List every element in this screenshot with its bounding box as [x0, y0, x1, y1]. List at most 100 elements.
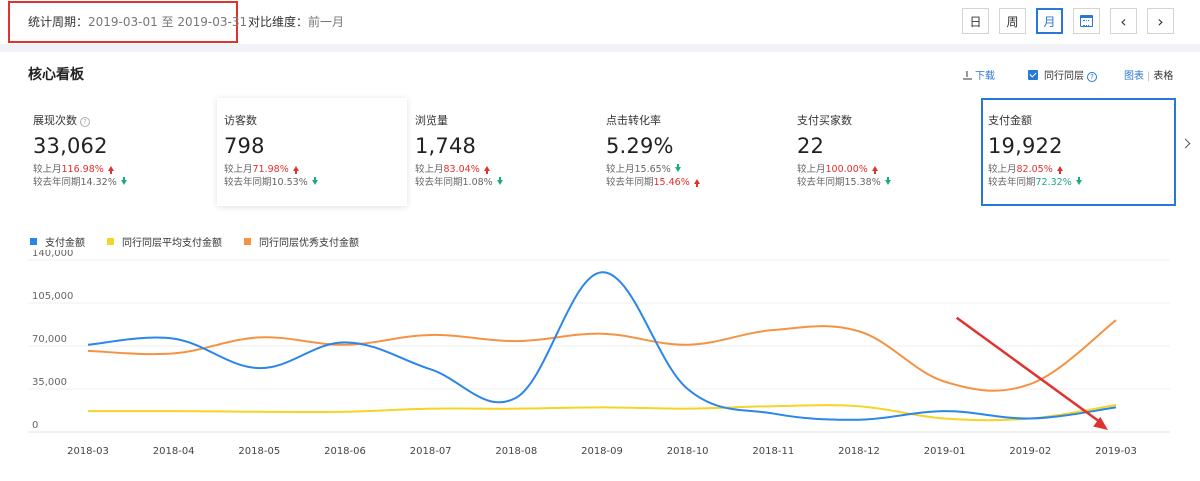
yoy-value: 1.08%	[462, 177, 493, 188]
metric-yoy: 较去年同期1.08%	[415, 176, 598, 189]
yoy-prefix: 较去年同期	[797, 177, 845, 188]
stat-period-value: 2019-03-01 至 2019-03-31	[88, 15, 248, 29]
series-line	[87, 319, 1117, 392]
metric-label-text: 访客数	[224, 114, 257, 127]
y-tick-label: 0	[32, 420, 38, 431]
mom-value: 82.05%	[1016, 164, 1053, 175]
mom-value: 71.98%	[252, 164, 289, 175]
legend-item[interactable]: 同行同层平均支付金额	[107, 234, 222, 249]
yoy-prefix: 较去年同期	[415, 177, 463, 188]
legend-label: 同行同层平均支付金额	[122, 238, 222, 249]
compare-dimension: 对比维度：前一月	[248, 13, 344, 30]
yoy-value: 14.32%	[80, 177, 117, 188]
top-bar: 统计周期：2019-03-01 至 2019-03-31 对比维度：前一月 日 …	[0, 0, 1200, 44]
metric-card[interactable]: 支付买家数 22 较上月100.00% 较去年同期15.38%	[790, 98, 980, 206]
metric-label: 展现次数?	[33, 112, 216, 128]
y-tick-label: 70,000	[32, 334, 67, 345]
week-button[interactable]: 周	[999, 8, 1026, 34]
mom-prefix: 较上月	[797, 164, 826, 175]
metric-mom: 较上月116.98%	[33, 163, 216, 176]
metric-value: 798	[224, 134, 265, 158]
metric-card[interactable]: 访客数 798 较上月71.98% 较去年同期10.53%	[217, 98, 407, 206]
mom-value: 116.98%	[61, 164, 104, 175]
metric-label: 点击转化率	[606, 112, 789, 128]
metric-value: 1,748	[415, 134, 477, 158]
metric-label: 支付金额	[988, 112, 1174, 128]
metric-label: 访客数	[224, 112, 407, 128]
arrow-up-icon	[871, 166, 878, 174]
stat-period-label: 统计周期：	[28, 15, 89, 29]
calendar-button[interactable]	[1073, 8, 1100, 34]
arrow-down-icon	[120, 177, 127, 185]
line-chart: 0 35,000 70,000 105,000 140,000 2018-03 2018-0…	[28, 250, 1170, 457]
stat-period: 统计周期：2019-03-01 至 2019-03-31	[28, 13, 247, 30]
x-tick-label: 2018-08	[495, 446, 537, 457]
arrow-down-icon	[311, 177, 318, 185]
yoy-value: 10.53%	[271, 177, 308, 188]
metric-label-text: 支付金额	[988, 114, 1032, 127]
legend-swatch	[30, 238, 37, 245]
metric-card[interactable]: 展现次数? 33,062 较上月116.98% 较去年同期14.32%	[26, 98, 216, 206]
legend-label: 支付金额	[45, 238, 85, 249]
metric-mom: 较上月83.04%	[415, 163, 598, 176]
compare-dimension-value: 前一月	[308, 15, 345, 29]
mom-value: 100.00%	[825, 164, 868, 175]
download-icon	[963, 71, 972, 80]
checkbox-checked-icon[interactable]	[1028, 70, 1038, 80]
x-tick-label: 2018-10	[667, 446, 709, 457]
arrow-down-icon	[496, 177, 503, 185]
metric-label-text: 点击转化率	[606, 114, 661, 127]
metric-mom: 较上月82.05%	[988, 163, 1174, 176]
x-tick-label: 2019-02	[1009, 446, 1051, 457]
period-highlight-box	[8, 1, 238, 43]
arrow-down-icon	[884, 177, 891, 185]
x-tick-label: 2018-06	[324, 446, 366, 457]
help-icon[interactable]: ?	[80, 117, 90, 127]
prev-period-button[interactable]: ‹	[1110, 8, 1137, 34]
peer-checkbox-label: 同行同层	[1044, 71, 1084, 82]
yoy-value: 15.38%	[844, 177, 881, 188]
metric-value: 19,922	[988, 134, 1063, 158]
mom-prefix: 较上月	[224, 164, 253, 175]
x-tick-label: 2019-01	[924, 446, 966, 457]
metric-card[interactable]: 支付金额 19,922 较上月82.05% 较去年同期72.32%	[981, 98, 1176, 206]
x-tick-label: 2018-09	[581, 446, 623, 457]
table-view-tab[interactable]: 表格	[1153, 71, 1174, 82]
x-tick-label: 2018-05	[238, 446, 280, 457]
metric-value: 33,062	[33, 134, 108, 158]
mom-prefix: 较上月	[988, 164, 1017, 175]
next-period-button[interactable]: ›	[1147, 8, 1174, 34]
arrow-up-icon	[107, 166, 114, 174]
metric-label-text: 展现次数	[33, 114, 77, 127]
mom-prefix: 较上月	[33, 164, 62, 175]
metric-yoy: 较去年同期15.46%	[606, 176, 789, 189]
help-icon[interactable]: ?	[1087, 72, 1097, 82]
yoy-prefix: 较去年同期	[224, 177, 272, 188]
metric-card[interactable]: 浏览量 1,748 较上月83.04% 较去年同期1.08%	[408, 98, 598, 206]
month-button[interactable]: 月	[1036, 8, 1063, 34]
metric-card[interactable]: 点击转化率 5.29% 较上月15.65% 较去年同期15.46%	[599, 98, 789, 206]
legend-item[interactable]: 支付金额	[30, 234, 85, 249]
metric-value: 5.29%	[606, 134, 674, 158]
legend-item[interactable]: 同行同层优秀支付金额	[244, 234, 359, 249]
chart-view-tab[interactable]: 图表	[1124, 71, 1144, 82]
download-link[interactable]: 下载	[963, 67, 995, 82]
legend-label: 同行同层优秀支付金额	[259, 238, 359, 249]
arrow-up-icon	[693, 179, 700, 187]
metric-value: 22	[797, 134, 825, 158]
calendar-icon	[1080, 15, 1093, 27]
section-divider	[0, 44, 1200, 52]
view-toggle: 图表 | 表格	[1124, 67, 1173, 82]
metric-label: 浏览量	[415, 112, 598, 128]
yoy-prefix: 较去年同期	[988, 177, 1036, 188]
metric-mom: 较上月71.98%	[224, 163, 407, 176]
day-button[interactable]: 日	[962, 8, 989, 34]
compare-dimension-label: 对比维度：	[248, 15, 309, 29]
legend-swatch	[107, 238, 114, 245]
next-cards-chevron-icon[interactable]	[1180, 136, 1194, 152]
arrow-down-icon	[1075, 177, 1082, 185]
metric-yoy: 较去年同期15.38%	[797, 176, 980, 189]
arrow-up-icon	[483, 166, 490, 174]
peer-checkbox[interactable]: 同行同层?	[1028, 67, 1097, 82]
series-line	[87, 403, 1117, 422]
